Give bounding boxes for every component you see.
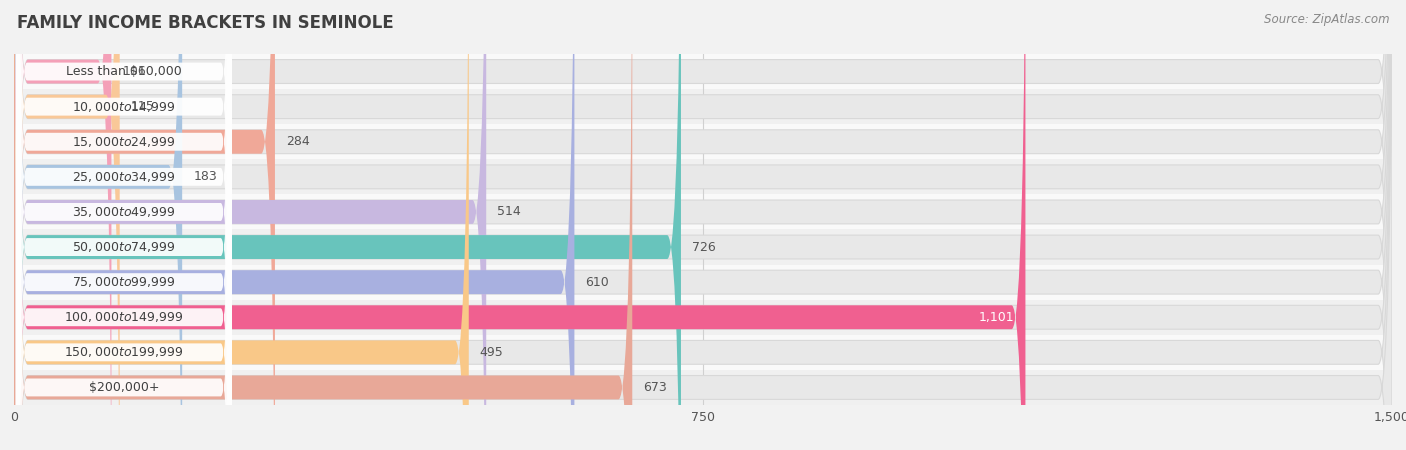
FancyBboxPatch shape	[15, 0, 232, 450]
Bar	[14, 124, 1392, 159]
FancyBboxPatch shape	[14, 0, 276, 450]
FancyBboxPatch shape	[15, 0, 232, 450]
FancyBboxPatch shape	[15, 0, 232, 450]
Text: 495: 495	[479, 346, 503, 359]
Text: $15,000 to $24,999: $15,000 to $24,999	[72, 135, 176, 149]
Text: $10,000 to $14,999: $10,000 to $14,999	[72, 99, 176, 114]
FancyBboxPatch shape	[14, 0, 1392, 450]
FancyBboxPatch shape	[14, 0, 486, 450]
Text: 610: 610	[585, 276, 609, 288]
Text: $25,000 to $34,999: $25,000 to $34,999	[72, 170, 176, 184]
FancyBboxPatch shape	[15, 0, 232, 450]
FancyBboxPatch shape	[14, 0, 120, 450]
FancyBboxPatch shape	[14, 0, 183, 450]
Bar	[14, 265, 1392, 300]
Text: 673: 673	[644, 381, 666, 394]
FancyBboxPatch shape	[14, 0, 468, 450]
FancyBboxPatch shape	[15, 0, 232, 450]
Bar	[14, 54, 1392, 89]
FancyBboxPatch shape	[14, 0, 1392, 450]
FancyBboxPatch shape	[14, 0, 1392, 450]
Text: 106: 106	[122, 65, 146, 78]
FancyBboxPatch shape	[14, 0, 1392, 450]
FancyBboxPatch shape	[15, 0, 232, 450]
FancyBboxPatch shape	[14, 0, 1392, 450]
Text: 726: 726	[692, 241, 716, 253]
Text: $150,000 to $199,999: $150,000 to $199,999	[65, 345, 184, 360]
FancyBboxPatch shape	[15, 0, 232, 450]
FancyBboxPatch shape	[15, 0, 232, 450]
FancyBboxPatch shape	[14, 0, 633, 450]
Text: $200,000+: $200,000+	[89, 381, 159, 394]
FancyBboxPatch shape	[14, 0, 1392, 450]
FancyBboxPatch shape	[14, 0, 1392, 450]
FancyBboxPatch shape	[14, 0, 1392, 450]
Text: 514: 514	[498, 206, 522, 218]
Text: FAMILY INCOME BRACKETS IN SEMINOLE: FAMILY INCOME BRACKETS IN SEMINOLE	[17, 14, 394, 32]
Text: 284: 284	[285, 135, 309, 148]
FancyBboxPatch shape	[14, 0, 1392, 450]
FancyBboxPatch shape	[14, 0, 681, 450]
FancyBboxPatch shape	[15, 0, 232, 450]
FancyBboxPatch shape	[14, 0, 111, 450]
Text: $50,000 to $74,999: $50,000 to $74,999	[72, 240, 176, 254]
Text: Source: ZipAtlas.com: Source: ZipAtlas.com	[1264, 14, 1389, 27]
Bar	[14, 159, 1392, 194]
Bar	[14, 335, 1392, 370]
FancyBboxPatch shape	[14, 0, 1025, 450]
Text: 115: 115	[131, 100, 155, 113]
Text: 183: 183	[193, 171, 217, 183]
FancyBboxPatch shape	[14, 0, 1392, 450]
Bar	[14, 89, 1392, 124]
Bar	[14, 300, 1392, 335]
Bar	[14, 230, 1392, 265]
Bar	[14, 370, 1392, 405]
Text: Less than $10,000: Less than $10,000	[66, 65, 181, 78]
Text: 1,101: 1,101	[979, 311, 1014, 324]
Text: $100,000 to $149,999: $100,000 to $149,999	[65, 310, 184, 324]
Text: $75,000 to $99,999: $75,000 to $99,999	[72, 275, 176, 289]
FancyBboxPatch shape	[14, 0, 575, 450]
Text: $35,000 to $49,999: $35,000 to $49,999	[72, 205, 176, 219]
FancyBboxPatch shape	[15, 0, 232, 450]
Bar	[14, 194, 1392, 230]
